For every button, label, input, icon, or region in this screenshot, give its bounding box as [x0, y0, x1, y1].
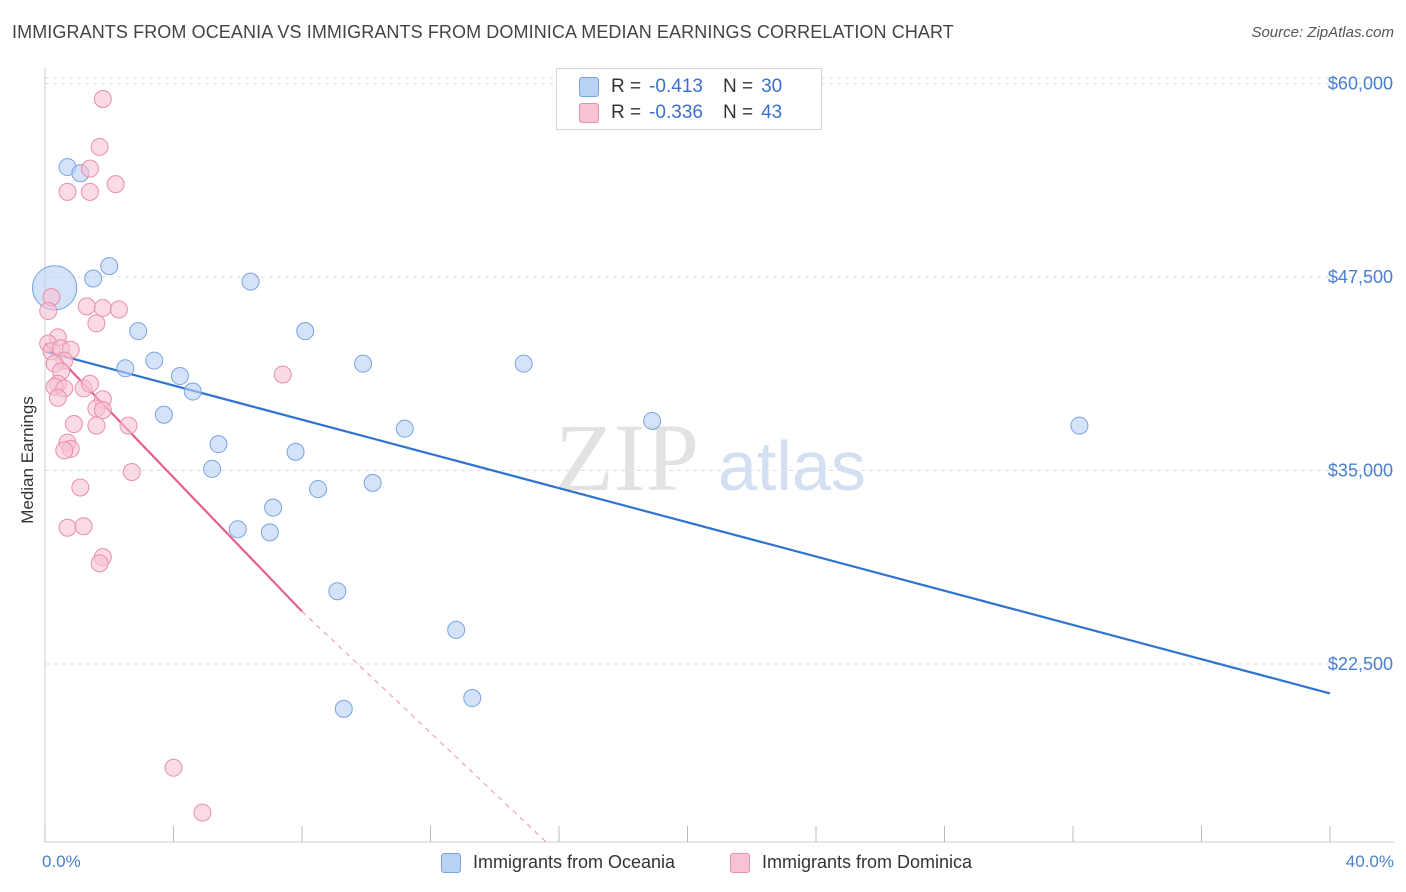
oceania-r-value: -0.413 — [649, 76, 703, 97]
dominica-point — [164, 758, 183, 777]
oceania-point — [334, 699, 353, 718]
oceania-point — [241, 272, 260, 291]
r-label: R = — [611, 76, 642, 97]
dominica-point — [93, 298, 112, 317]
y-tick-label: $35,000 — [1328, 460, 1393, 480]
oceania-point — [309, 480, 328, 499]
dominica-point — [71, 478, 90, 497]
y-tick-labels: $60,000 $47,500 $35,000 $22,500 — [1328, 73, 1393, 674]
dominica-trend-extension — [301, 610, 547, 843]
oceania-point — [145, 351, 164, 370]
dominica-point — [48, 388, 67, 407]
dominica-point — [58, 182, 77, 201]
oceania-point — [209, 435, 228, 454]
n-label: N = — [722, 102, 754, 123]
stats-row-oceania: R = -0.413 N = 30 — [579, 75, 782, 99]
dominica-point — [193, 803, 212, 822]
oceania-point — [260, 523, 279, 542]
dominica-point — [273, 365, 292, 384]
watermark-zip: ZIP — [555, 404, 699, 511]
dominica-point — [55, 441, 74, 460]
y-tick-label: $60,000 — [1328, 73, 1393, 93]
oceania-point — [1070, 416, 1089, 435]
oceania-trend-line — [44, 350, 1331, 695]
y-tick-label: $22,500 — [1328, 654, 1393, 674]
chart-source: Source: ZipAtlas.com — [1251, 24, 1394, 41]
oceania-point — [129, 322, 148, 341]
oceania-point — [354, 354, 373, 373]
dominica-point — [80, 374, 99, 393]
dominica-point — [93, 89, 112, 108]
r-label: R = — [611, 102, 642, 123]
grid-lines — [45, 77, 1394, 665]
oceania-point — [203, 459, 222, 478]
dominica-point — [77, 297, 96, 316]
oceania-point — [183, 382, 202, 401]
legend-label-dominica: Immigrants from Dominica — [762, 852, 973, 872]
watermark: ZIP atlas — [555, 404, 866, 511]
oceania-point — [447, 620, 466, 639]
legend-swatch-dominica — [730, 852, 750, 873]
dominica-point — [80, 182, 99, 201]
oceania-point — [170, 367, 189, 386]
legend-item-dominica[interactable]: Immigrants from Dominica — [730, 852, 972, 873]
oceania-point — [286, 442, 305, 461]
dominica-point — [122, 463, 141, 482]
dominica-point — [74, 517, 93, 536]
dominica-point — [119, 416, 138, 435]
dominica-point — [109, 300, 128, 319]
dominica-point — [90, 554, 109, 573]
dominica-point — [39, 302, 58, 321]
correlation-stats-box: R = -0.413 N = 30 R = -0.336 N = 43 — [556, 68, 822, 130]
oceania-point — [643, 411, 662, 430]
oceania-point — [514, 354, 533, 373]
dominica-point — [58, 518, 77, 537]
stats-row-dominica: R = -0.336 N = 43 — [579, 101, 782, 125]
dominica-point — [64, 415, 83, 434]
series-legend: Immigrants from Oceania Immigrants from … — [0, 852, 1406, 878]
dominica-point — [80, 159, 99, 178]
oceania-point — [328, 582, 347, 601]
dominica-point — [93, 401, 112, 420]
n-label: N = — [722, 76, 754, 97]
oceania-point — [363, 473, 382, 492]
oceania-point — [395, 419, 414, 438]
data-points — [32, 89, 1089, 822]
oceania-point — [116, 359, 135, 378]
oceania-point — [296, 322, 315, 341]
oceania-point — [84, 269, 103, 288]
x-tick-label-min: 0.0% — [42, 852, 81, 871]
dominica-r-value: -0.336 — [649, 102, 703, 123]
oceania-n-value: 30 — [761, 76, 783, 97]
chart-title: IMMIGRANTS FROM OCEANIA VS IMMIGRANTS FR… — [12, 22, 954, 42]
y-tick-label: $47,500 — [1328, 267, 1393, 287]
oceania-point — [463, 689, 482, 708]
dominica-point — [90, 137, 109, 156]
legend-item-oceania[interactable]: Immigrants from Oceania — [441, 852, 675, 873]
oceania-point — [154, 405, 173, 424]
oceania-swatch — [579, 77, 599, 97]
x-tick-label-max: 40.0% — [1345, 852, 1394, 871]
legend-swatch-oceania — [441, 852, 461, 873]
oceania-point — [264, 498, 283, 517]
dominica-swatch — [579, 103, 599, 123]
dominica-n-value: 43 — [761, 102, 783, 123]
dominica-point — [87, 314, 106, 333]
oceania-point — [100, 257, 119, 276]
axes — [44, 68, 1394, 843]
dominica-point — [106, 175, 125, 194]
dominica-point — [87, 416, 106, 435]
legend-label-oceania: Immigrants from Oceania — [473, 852, 676, 872]
watermark-atlas: atlas — [718, 427, 866, 505]
oceania-point — [228, 520, 247, 539]
